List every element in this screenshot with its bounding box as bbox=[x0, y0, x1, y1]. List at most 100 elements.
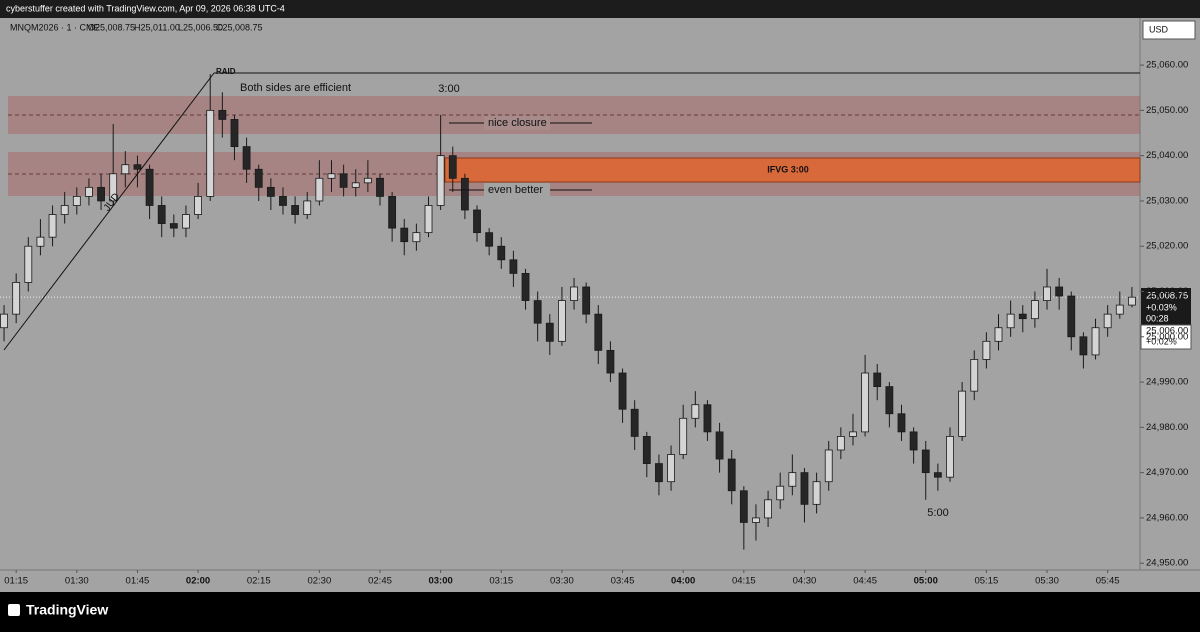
x-tick-label: 05:15 bbox=[974, 576, 998, 587]
candle-body bbox=[363, 177, 372, 184]
candle-body bbox=[836, 436, 845, 451]
candle-body bbox=[509, 259, 518, 274]
y-tick-label: 24,970.00 bbox=[1146, 467, 1188, 478]
brand: TradingView bbox=[8, 602, 108, 618]
candle-body bbox=[630, 408, 639, 437]
x-tick-label: 02:15 bbox=[247, 576, 271, 587]
currency[interactable]: USD bbox=[1149, 24, 1169, 34]
x-tick-label: 05:30 bbox=[1035, 576, 1059, 587]
candle-body bbox=[485, 232, 494, 247]
other-change: +0.02% bbox=[1146, 336, 1177, 346]
candle-body bbox=[0, 313, 8, 329]
candle-body bbox=[545, 322, 554, 342]
candle-body bbox=[242, 146, 251, 170]
x-tick-label: 03:15 bbox=[489, 576, 513, 587]
last-change: +0.03% bbox=[1146, 302, 1177, 312]
candle-body bbox=[909, 431, 918, 451]
candle-body bbox=[182, 214, 190, 229]
x-tick-label: 02:45 bbox=[368, 576, 392, 587]
last-price-box bbox=[1141, 288, 1191, 326]
x-tick-label: 01:30 bbox=[65, 576, 89, 587]
annotation-bg bbox=[484, 183, 550, 197]
x-tick-label: 04:15 bbox=[732, 576, 756, 587]
candle-body bbox=[145, 168, 154, 206]
candle-body bbox=[424, 205, 433, 234]
candle-body bbox=[1103, 313, 1112, 329]
candle-body bbox=[703, 404, 712, 433]
candle-body bbox=[230, 119, 239, 148]
candle-body bbox=[582, 286, 591, 315]
ohlc-low: L25,006.50 bbox=[178, 22, 223, 32]
candle-body bbox=[327, 173, 336, 179]
candle-body bbox=[667, 454, 675, 483]
bottom-bar bbox=[0, 592, 1200, 632]
annotation-bg bbox=[484, 116, 550, 130]
ohlc-close: C25,008.75 bbox=[216, 22, 263, 32]
x-tick-label: 04:45 bbox=[853, 576, 877, 587]
y-tick-label: 25,060.00 bbox=[1146, 60, 1188, 71]
candle-body bbox=[412, 232, 421, 243]
candle-body bbox=[1043, 286, 1051, 301]
candle-body bbox=[958, 390, 967, 437]
brand-name: TradingView bbox=[26, 602, 108, 618]
annotation: even better bbox=[488, 184, 543, 196]
y-tick-label: 25,000.00 bbox=[1146, 331, 1188, 342]
candle-body bbox=[921, 449, 930, 474]
x-tick-label: 04:30 bbox=[793, 576, 817, 587]
candle-body bbox=[121, 164, 130, 175]
ifvg-label: IFVG 3:00 bbox=[767, 164, 809, 174]
annotation: Both sides are efficient bbox=[240, 82, 351, 94]
candle-body bbox=[752, 517, 760, 523]
chart-bg bbox=[0, 18, 1200, 592]
candle-body bbox=[24, 245, 33, 283]
drawings: RAID JUD Both sides are efficient 3:00 n… bbox=[3, 67, 1140, 519]
candle-body bbox=[764, 499, 772, 519]
ohlc-high: H25,011.00 bbox=[134, 22, 180, 32]
last-price: 25,008.75 bbox=[1146, 291, 1188, 302]
x-tick-label: 03:00 bbox=[428, 576, 452, 587]
candle-body bbox=[594, 313, 603, 351]
credit: cyberstuffer created with TradingView.co… bbox=[6, 3, 285, 13]
candle-body bbox=[291, 205, 300, 215]
zones: IFVG 3:00 bbox=[8, 96, 1141, 196]
candle-body bbox=[400, 227, 409, 243]
candle-body bbox=[218, 109, 227, 120]
candle-body bbox=[606, 349, 615, 374]
candle-body bbox=[72, 196, 81, 206]
candle-body bbox=[1055, 286, 1064, 297]
candle-body bbox=[849, 431, 857, 437]
candle-body bbox=[824, 449, 833, 483]
countdown: 00:28 bbox=[1146, 313, 1169, 323]
brand-logo bbox=[8, 604, 20, 616]
y-tick-label: 25,050.00 bbox=[1146, 105, 1188, 116]
candle-body bbox=[448, 155, 457, 179]
candle-body bbox=[994, 327, 1003, 342]
candle-body bbox=[133, 164, 142, 170]
candle-body bbox=[497, 245, 506, 261]
candle-body bbox=[885, 386, 894, 415]
x-tick-label: 03:45 bbox=[611, 576, 635, 587]
plot bbox=[0, 74, 1140, 550]
price-labels: 25,008.75 +0.03% 00:28 25,006.00 +0.02% bbox=[1140, 288, 1192, 350]
ifvg-box bbox=[444, 157, 1141, 183]
annotation: nice closure bbox=[488, 117, 547, 129]
candle-body bbox=[982, 340, 991, 360]
x-tick-label: 04:00 bbox=[671, 576, 695, 587]
currency-box[interactable] bbox=[1142, 20, 1196, 40]
candle-body bbox=[739, 490, 748, 523]
candle-body bbox=[85, 186, 93, 197]
candle-body bbox=[48, 214, 57, 238]
candle-body bbox=[1067, 295, 1076, 338]
trend-line bbox=[3, 72, 215, 351]
other-price: 25,006.00 bbox=[1146, 326, 1188, 337]
symbol: MNQM2026 · 1 · CME bbox=[10, 22, 100, 32]
candle-body bbox=[339, 173, 348, 188]
candle-body bbox=[1030, 300, 1039, 320]
x-tick-label: 01:45 bbox=[126, 576, 150, 587]
candle-body bbox=[97, 186, 105, 202]
candle-body bbox=[1115, 304, 1124, 315]
candle-body bbox=[1006, 313, 1015, 329]
candle-body bbox=[1091, 327, 1100, 356]
y-tick-label: 25,040.00 bbox=[1146, 150, 1188, 161]
candle-body bbox=[388, 196, 397, 229]
